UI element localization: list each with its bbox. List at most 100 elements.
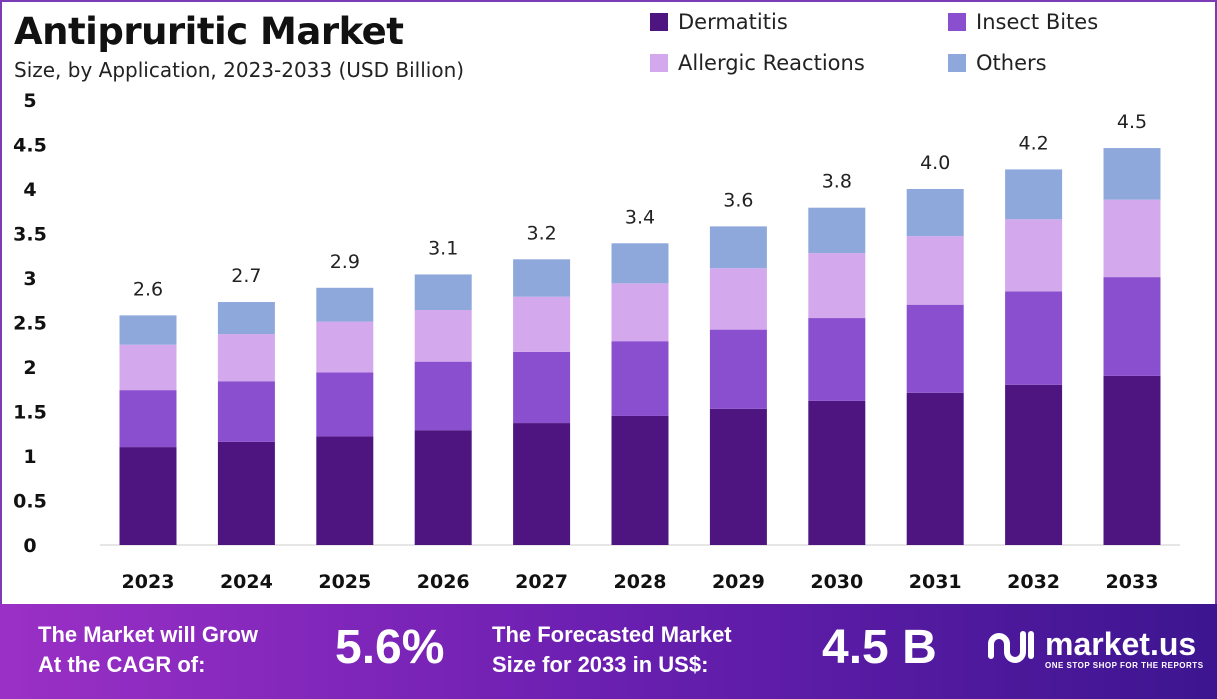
legend-allergic-reactions: Allergic Reactions: [650, 51, 865, 75]
y-tick-label: 1.5: [13, 402, 47, 424]
bar-segment-insect-bites: [316, 372, 374, 437]
total-label: 2.7: [231, 265, 261, 287]
bar-segment-others: [513, 259, 571, 297]
bar-segment-insect-bites: [906, 304, 964, 393]
legend-swatch: [948, 54, 966, 72]
bar-segment-insect-bites: [611, 341, 669, 416]
y-tick-label: 2.5: [13, 313, 47, 335]
x-tick-label: 2027: [515, 571, 568, 593]
bar-segment-insect-bites: [414, 361, 472, 431]
legend-label: Dermatitis: [678, 10, 788, 34]
bar-segment-allergic-reactions: [808, 253, 866, 319]
total-label: 3.1: [428, 237, 458, 259]
bar-segment-dermatitis: [906, 392, 964, 545]
x-tick-label: 2029: [712, 571, 765, 593]
legend-label: Insect Bites: [976, 10, 1099, 34]
bar-segment-allergic-reactions: [513, 296, 571, 352]
bar-segment-allergic-reactions: [1103, 199, 1161, 278]
total-label: 2.6: [133, 278, 163, 300]
total-label: 3.4: [625, 206, 655, 228]
bar-segment-insect-bites: [1103, 277, 1161, 376]
bar-segment-dermatitis: [316, 436, 374, 545]
chart-title: Antipruritic Market: [14, 10, 404, 53]
legend-swatch: [650, 54, 668, 72]
y-tick-label: 3: [23, 268, 36, 290]
total-label: 4.2: [1018, 132, 1048, 154]
bar-segment-insect-bites: [709, 329, 767, 409]
y-tick-label: 4: [23, 179, 36, 201]
legend-swatch: [948, 13, 966, 31]
y-tick-label: 2: [23, 357, 36, 379]
x-tick-label: 2024: [220, 571, 273, 593]
bar-segment-dermatitis: [1005, 384, 1063, 545]
x-tick-label: 2028: [614, 571, 667, 593]
y-tick-label: 4.5: [13, 135, 47, 157]
bar-segment-dermatitis: [217, 441, 275, 545]
bar-segment-allergic-reactions: [709, 268, 767, 330]
total-label: 4.0: [920, 152, 950, 174]
chart-plot: 0 0.5 1 1.5 2 2.5 3 3.5 4 4.5 5 2.6 2023 2.7 2024 2.9 20…: [13, 90, 1180, 593]
legend-insect-bites: Insect Bites: [948, 10, 1098, 34]
bar-segment-allergic-reactions: [414, 310, 472, 362]
bar-segment-others: [119, 315, 177, 345]
x-tick-label: 2032: [1007, 571, 1060, 593]
bar-segment-insect-bites: [513, 351, 571, 424]
bar-segment-others: [414, 274, 472, 311]
x-tick-label: 2025: [318, 571, 371, 593]
y-tick-label: 1: [23, 446, 36, 468]
bar-segment-dermatitis: [414, 430, 472, 545]
forecast-label: The Forecasted Market: [492, 622, 732, 647]
bar-segment-others: [808, 207, 866, 254]
brand-name: market.us: [1045, 625, 1197, 662]
total-label: 3.8: [822, 171, 852, 193]
bar-segment-dermatitis: [513, 423, 571, 545]
bar-segment-allergic-reactions: [611, 283, 669, 342]
bar-segment-others: [611, 243, 669, 284]
y-tick-label: 5: [23, 90, 36, 112]
bar-segment-dermatitis: [709, 408, 767, 545]
market-us-logo-icon: [988, 631, 1034, 663]
bar-segment-insect-bites: [1005, 291, 1063, 385]
bar-segment-allergic-reactions: [1005, 219, 1063, 292]
x-tick-label: 2023: [122, 571, 175, 593]
bar-segment-insect-bites: [119, 390, 177, 448]
legend-swatch: [650, 13, 668, 31]
bar-segment-dermatitis: [611, 415, 669, 545]
y-tick-label: 0.5: [13, 491, 47, 513]
bar-segment-others: [1005, 169, 1063, 220]
total-label: 3.2: [526, 222, 556, 244]
bar-segment-others: [906, 189, 964, 237]
bar-segment-allergic-reactions: [316, 321, 374, 373]
bar-segment-dermatitis: [1103, 375, 1161, 545]
bar-segment-dermatitis: [808, 400, 866, 545]
legend-dermatitis: Dermatitis: [650, 10, 788, 34]
bar-segment-allergic-reactions: [906, 236, 964, 305]
bar-segment-others: [316, 287, 374, 322]
chart-subtitle: Size, by Application, 2023-2033 (USD Bil…: [14, 58, 465, 82]
bar-segment-insect-bites: [217, 381, 275, 442]
legend-label: Others: [976, 51, 1047, 75]
cagr-value: 5.6%: [335, 621, 445, 674]
bar-segment-insect-bites: [808, 318, 866, 401]
cagr-label-2: At the CAGR of:: [38, 652, 206, 677]
forecast-label-2: Size for 2033 in US$:: [492, 652, 709, 677]
bar-segment-others: [1103, 148, 1161, 200]
total-label: 4.5: [1117, 111, 1147, 133]
x-tick-label: 2031: [909, 571, 962, 593]
y-tick-label: 0: [23, 535, 36, 557]
y-tick-label: 3.5: [13, 224, 47, 246]
bar-segment-dermatitis: [119, 447, 177, 545]
bar-segment-allergic-reactions: [217, 334, 275, 382]
forecast-value: 4.5 B: [822, 621, 937, 674]
cagr-label: The Market will Grow: [38, 622, 259, 647]
legend-others: Others: [948, 51, 1047, 75]
total-label: 2.9: [330, 251, 360, 273]
x-tick-label: 2030: [810, 571, 863, 593]
x-tick-label: 2026: [417, 571, 470, 593]
bar-segment-allergic-reactions: [119, 344, 177, 391]
x-tick-label: 2033: [1106, 571, 1159, 593]
legend-label: Allergic Reactions: [678, 51, 865, 75]
footer-banner: The Market will Grow At the CAGR of: 5.6%…: [0, 604, 1217, 699]
brand-logo: market.us ONE STOP SHOP FOR THE REPORTS: [985, 626, 1204, 670]
bar-segment-others: [709, 226, 767, 269]
